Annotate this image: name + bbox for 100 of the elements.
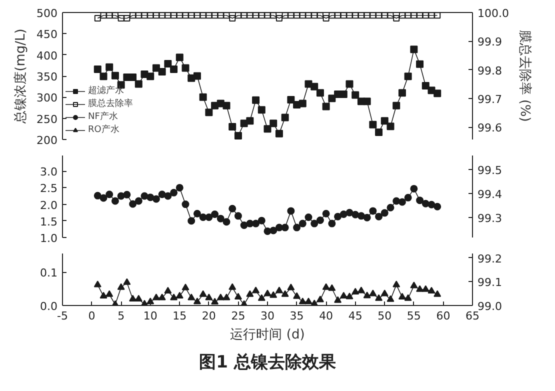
point bbox=[340, 292, 348, 299]
point bbox=[205, 214, 213, 221]
point bbox=[334, 212, 342, 220]
y2-tick-label: 99.2 bbox=[478, 252, 502, 266]
point bbox=[392, 102, 400, 110]
y-tick-label: 0.1 bbox=[40, 266, 58, 280]
y2-tick-label: 99.6 bbox=[478, 122, 502, 135]
point bbox=[240, 221, 248, 229]
point bbox=[222, 218, 230, 226]
point bbox=[106, 190, 114, 198]
point bbox=[123, 278, 131, 285]
point bbox=[404, 194, 412, 202]
y-tick-label: 2.5 bbox=[40, 182, 58, 196]
point bbox=[158, 190, 166, 198]
y2-tick-label: 99.5 bbox=[478, 164, 502, 177]
point bbox=[287, 96, 295, 104]
x-tick-label: 15 bbox=[172, 310, 187, 322]
point bbox=[287, 207, 295, 215]
point bbox=[410, 184, 418, 192]
point bbox=[293, 224, 301, 232]
point bbox=[310, 220, 318, 228]
point bbox=[134, 80, 142, 88]
y-axis-title: 总镍浓度(mg/L) bbox=[12, 28, 29, 124]
x-tick-label: 55 bbox=[406, 310, 421, 322]
point bbox=[199, 214, 207, 221]
point bbox=[164, 192, 172, 200]
point bbox=[357, 286, 365, 294]
point bbox=[281, 290, 289, 297]
point bbox=[94, 280, 102, 288]
y-tick-label: 250 bbox=[36, 112, 58, 126]
point bbox=[352, 288, 360, 295]
point bbox=[199, 290, 207, 297]
point bbox=[94, 192, 102, 200]
point bbox=[129, 200, 137, 208]
point bbox=[164, 60, 172, 68]
point bbox=[228, 123, 236, 131]
x-tick-label: 60 bbox=[436, 310, 450, 322]
point bbox=[258, 216, 266, 224]
point bbox=[410, 282, 418, 288]
point bbox=[398, 198, 406, 206]
point bbox=[100, 292, 108, 299]
y-tick-label: 450 bbox=[36, 28, 58, 42]
y-tick-label: 1.0 bbox=[40, 232, 58, 245]
point bbox=[252, 220, 260, 228]
x-tick-label: 40 bbox=[319, 310, 334, 322]
point bbox=[416, 285, 424, 292]
point bbox=[106, 63, 114, 71]
point bbox=[170, 65, 178, 73]
point bbox=[328, 220, 336, 228]
text: RO产水 bbox=[88, 124, 120, 136]
y-tick-label: 3.0 bbox=[40, 166, 58, 179]
point bbox=[234, 292, 242, 300]
point bbox=[170, 188, 178, 196]
point bbox=[275, 286, 283, 294]
y2-tick-label: 99.3 bbox=[478, 212, 502, 226]
y2-tick-label: 99.1 bbox=[478, 276, 502, 290]
point bbox=[404, 72, 412, 80]
point bbox=[270, 291, 278, 298]
point bbox=[129, 74, 137, 82]
point bbox=[275, 130, 283, 138]
point bbox=[193, 298, 201, 304]
x-tick-label: 5 bbox=[118, 310, 125, 322]
point bbox=[193, 72, 201, 80]
x-tick-label: 10 bbox=[143, 310, 158, 322]
x-tick-label: 30 bbox=[260, 310, 274, 322]
point bbox=[205, 294, 213, 300]
point bbox=[222, 294, 230, 300]
point bbox=[375, 294, 383, 301]
point bbox=[106, 290, 114, 297]
point bbox=[363, 214, 371, 222]
y-tick-label: 200 bbox=[36, 134, 58, 147]
legend-label: NF产水 bbox=[88, 110, 118, 123]
point bbox=[129, 294, 137, 302]
point bbox=[346, 80, 354, 88]
point bbox=[386, 204, 394, 212]
point bbox=[386, 295, 394, 302]
point bbox=[434, 202, 442, 210]
point bbox=[310, 82, 318, 90]
point bbox=[298, 298, 306, 304]
x-tick-label: 35 bbox=[290, 310, 304, 322]
point bbox=[298, 100, 306, 108]
point bbox=[428, 286, 436, 294]
x-tick-label: 0 bbox=[88, 310, 96, 322]
point bbox=[281, 224, 289, 232]
point bbox=[316, 296, 324, 302]
x-tick-label: -5 bbox=[57, 310, 68, 322]
y-tick-label: 2.0 bbox=[40, 198, 58, 212]
point bbox=[322, 283, 330, 290]
point bbox=[100, 194, 108, 202]
point bbox=[182, 64, 190, 72]
point bbox=[264, 125, 272, 133]
point bbox=[211, 210, 219, 218]
point bbox=[322, 210, 330, 218]
y2-tick-label: 99.8 bbox=[478, 64, 502, 78]
point bbox=[434, 290, 442, 297]
point bbox=[422, 82, 430, 90]
point bbox=[146, 72, 154, 80]
point bbox=[392, 280, 400, 288]
point bbox=[152, 64, 160, 72]
point bbox=[193, 210, 201, 218]
